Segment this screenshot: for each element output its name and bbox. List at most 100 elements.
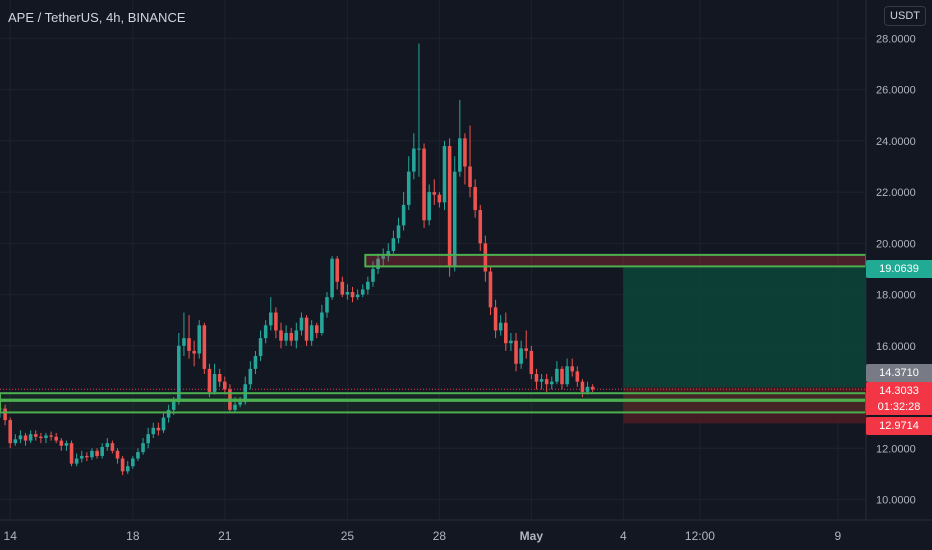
candle-body (151, 427, 156, 435)
price-tick-label: 16.0000 (876, 341, 916, 353)
candle (570, 358, 575, 377)
candle (427, 184, 431, 226)
candle (483, 235, 488, 282)
candle (498, 315, 503, 336)
candle-body (412, 148, 416, 172)
candle (223, 376, 227, 395)
candle (386, 243, 391, 262)
candle-body (498, 322, 503, 331)
candle (279, 322, 283, 349)
candle (253, 350, 258, 374)
candle (299, 312, 304, 336)
candle-body (115, 450, 120, 459)
candle-body (59, 440, 64, 446)
candle (202, 322, 207, 374)
candle-body (253, 356, 258, 369)
candle (391, 230, 396, 254)
candle (381, 248, 385, 267)
candle (207, 363, 212, 398)
candle (473, 179, 477, 218)
candle-body (509, 340, 513, 344)
candle (125, 461, 130, 474)
candle-countdown: 01:32:28 (866, 399, 932, 415)
candle-body (100, 446, 104, 456)
candle (90, 448, 94, 460)
candle-body (417, 148, 421, 150)
candle (263, 320, 268, 344)
candle (141, 438, 145, 455)
candle (268, 297, 273, 331)
time-tick-label: 18 (126, 529, 140, 543)
candle-body (49, 435, 53, 437)
candle-body (212, 373, 217, 392)
candle (105, 438, 110, 451)
candle (396, 217, 401, 244)
candle-body (110, 443, 115, 451)
resistance-zone (364, 253, 867, 268)
symbol-title[interactable]: APE / TetherUS, 4h, BINANCE (8, 10, 186, 25)
candle (340, 276, 345, 298)
candle (539, 373, 544, 390)
candle-body (284, 333, 288, 341)
currency-button[interactable]: USDT (884, 6, 926, 26)
candle-body (483, 243, 488, 272)
candle (197, 320, 202, 359)
candle (161, 412, 166, 433)
candle (376, 253, 380, 275)
candle (509, 333, 513, 351)
candle-body (146, 434, 150, 444)
candle-body (105, 443, 110, 447)
candle (534, 368, 539, 390)
candle (39, 432, 43, 444)
candle (468, 125, 472, 198)
candle (447, 138, 452, 277)
candle (452, 156, 457, 272)
candle-body (325, 297, 329, 313)
candle-body (8, 420, 13, 444)
candle (64, 440, 69, 451)
candle (166, 404, 171, 423)
candle (463, 133, 467, 185)
candle (192, 340, 196, 367)
candle-body (69, 443, 74, 464)
candle (350, 286, 355, 303)
candle-body (330, 258, 334, 298)
candle (54, 432, 58, 444)
candle-body (432, 192, 437, 195)
candle-body (187, 338, 191, 351)
price-tick-label: 22.0000 (876, 187, 916, 199)
candle-body (85, 455, 89, 458)
long-position-target-area (623, 267, 866, 388)
candle (156, 422, 161, 436)
candle (33, 430, 38, 441)
candle-body (74, 458, 79, 464)
price-tick-label: 10.0000 (876, 495, 916, 507)
candle-body (217, 373, 222, 382)
candle-body (13, 439, 18, 444)
candle (366, 276, 370, 295)
candle (146, 427, 150, 449)
candle-body (360, 289, 365, 295)
candle-body (44, 435, 48, 439)
candle-body (396, 225, 401, 239)
candle (360, 284, 365, 298)
candle-body (125, 466, 130, 472)
candle-body (279, 330, 283, 341)
candle-body (79, 455, 84, 459)
support-zone-upper (0, 392, 867, 401)
candle (590, 384, 595, 392)
candle-body (294, 330, 299, 341)
candle-body (529, 350, 534, 374)
candle-body (182, 338, 186, 346)
candle (217, 368, 222, 387)
candle-body (580, 381, 585, 392)
candle (504, 312, 508, 351)
candle (284, 325, 288, 346)
candle (555, 361, 559, 385)
candle-body (519, 348, 523, 364)
candle-body (442, 146, 447, 203)
candle-body (309, 325, 314, 341)
stop-price-tag: 12.9714 (866, 417, 932, 435)
candle-body (473, 186, 477, 211)
